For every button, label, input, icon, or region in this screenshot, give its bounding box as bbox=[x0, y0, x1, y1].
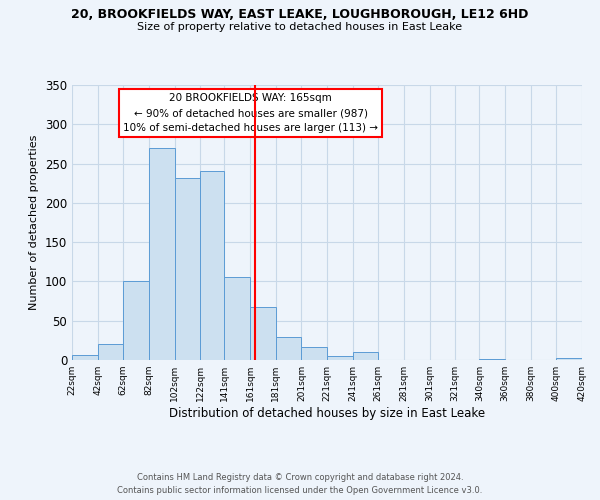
Text: Distribution of detached houses by size in East Leake: Distribution of detached houses by size … bbox=[169, 408, 485, 420]
Bar bbox=[301, 348, 327, 360]
Bar bbox=[123, 282, 149, 360]
Bar bbox=[250, 306, 276, 360]
Bar bbox=[556, 358, 582, 360]
Bar bbox=[149, 148, 175, 360]
Bar bbox=[353, 352, 378, 360]
Bar bbox=[479, 359, 505, 360]
Text: Size of property relative to detached houses in East Leake: Size of property relative to detached ho… bbox=[137, 22, 463, 32]
Bar bbox=[72, 354, 98, 360]
Bar bbox=[327, 356, 353, 360]
Bar bbox=[175, 178, 200, 360]
Bar bbox=[276, 337, 301, 360]
Y-axis label: Number of detached properties: Number of detached properties bbox=[29, 135, 40, 310]
Bar bbox=[98, 344, 123, 360]
Text: Contains HM Land Registry data © Crown copyright and database right 2024.
Contai: Contains HM Land Registry data © Crown c… bbox=[118, 474, 482, 495]
Text: 20 BROOKFIELDS WAY: 165sqm
← 90% of detached houses are smaller (987)
10% of sem: 20 BROOKFIELDS WAY: 165sqm ← 90% of deta… bbox=[123, 93, 378, 133]
Text: 20, BROOKFIELDS WAY, EAST LEAKE, LOUGHBOROUGH, LE12 6HD: 20, BROOKFIELDS WAY, EAST LEAKE, LOUGHBO… bbox=[71, 8, 529, 20]
Bar bbox=[224, 276, 250, 360]
Bar bbox=[200, 170, 224, 360]
